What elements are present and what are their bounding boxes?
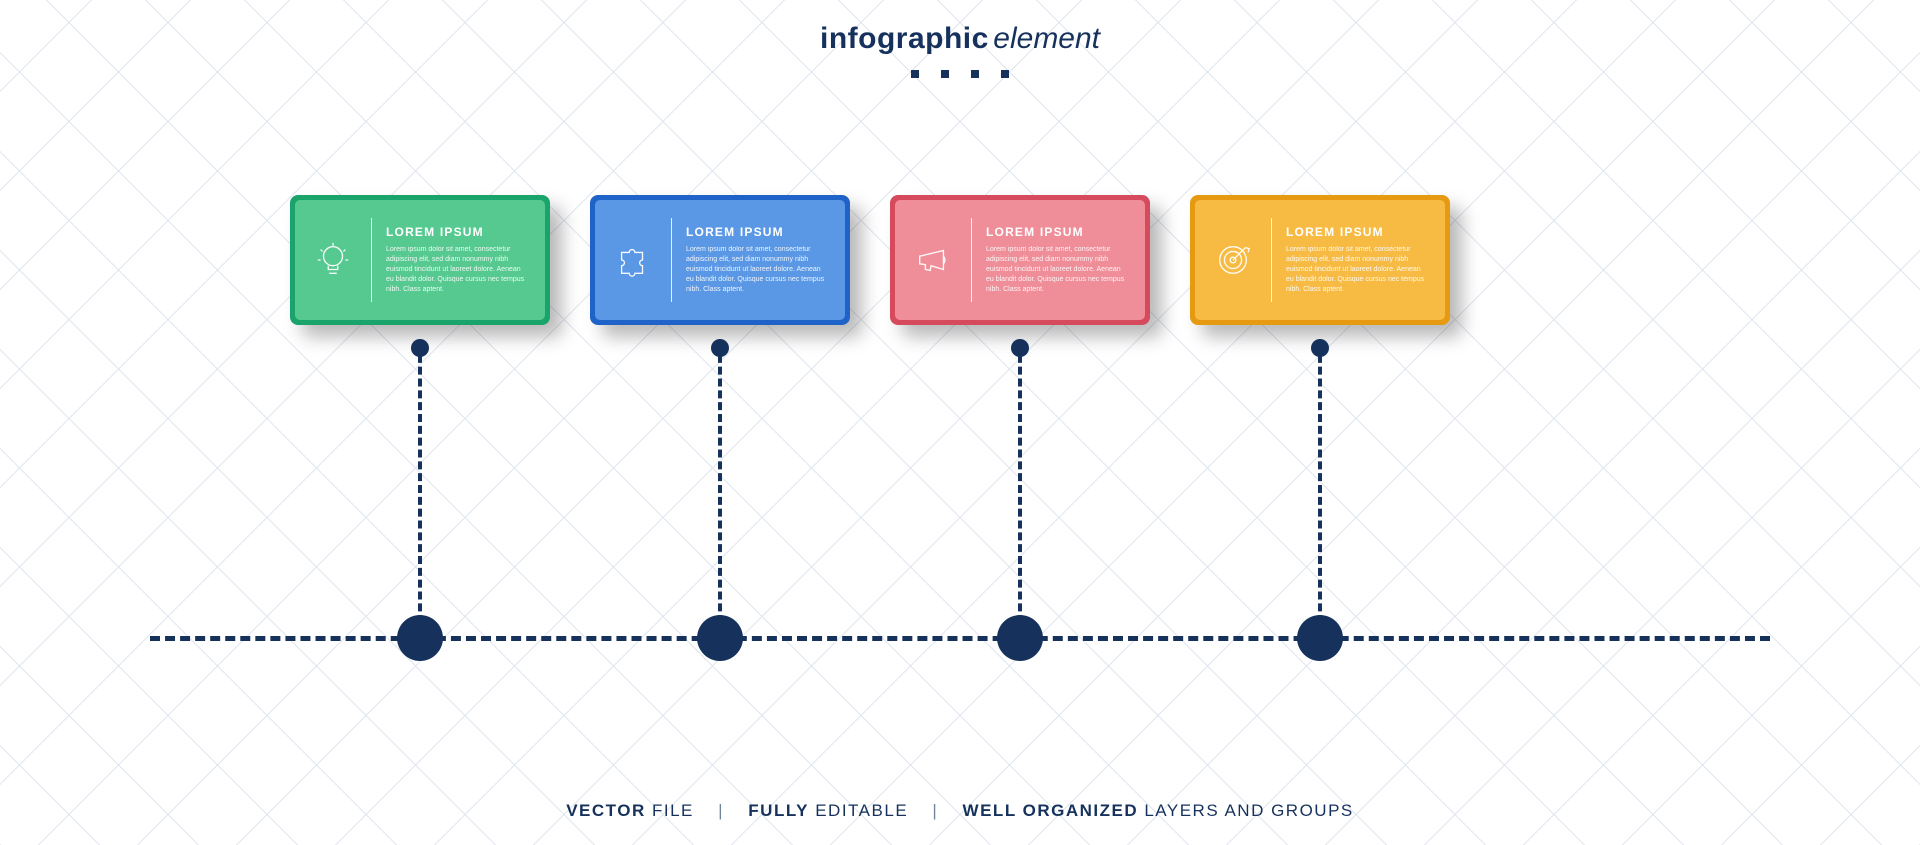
card-title: LOREM IPSUM: [986, 225, 1129, 239]
card-body: Lorem ipsum dolor sit amet, consectetur …: [986, 245, 1129, 296]
card-body: Lorem ipsum dolor sit amet, consectetur …: [686, 245, 829, 296]
footer-seg1-rest: FILE: [646, 801, 694, 820]
header-word-bold: infographic: [820, 22, 989, 55]
card-title: LOREM IPSUM: [686, 225, 829, 239]
timeline-column: LOREM IPSUM Lorem ipsum dolor sit amet, c…: [1190, 195, 1450, 325]
lightbulb-icon: [309, 241, 357, 279]
info-card: LOREM IPSUM Lorem ipsum dolor sit amet, c…: [1190, 195, 1450, 325]
card-body: Lorem ipsum dolor sit amet, consectetur …: [1286, 245, 1429, 296]
header: infographic element: [0, 22, 1920, 78]
card-divider: [971, 218, 972, 302]
footer-seg1-bold: VECTOR: [566, 801, 646, 820]
info-card: LOREM IPSUM Lorem ipsum dolor sit amet, c…: [590, 195, 850, 325]
target-icon: [1209, 241, 1257, 279]
card-title: LOREM IPSUM: [386, 225, 529, 239]
info-card-face: LOREM IPSUM Lorem ipsum dolor sit amet, c…: [1195, 200, 1445, 320]
card-divider: [671, 218, 672, 302]
info-card-face: LOREM IPSUM Lorem ipsum dolor sit amet, c…: [295, 200, 545, 320]
timeline: [150, 636, 1770, 641]
card-text: LOREM IPSUM Lorem ipsum dolor sit amet, c…: [386, 225, 529, 296]
header-dot: [1001, 70, 1009, 78]
header-dot: [911, 70, 919, 78]
connector-line: [418, 343, 422, 635]
footer-separator: |: [718, 801, 724, 820]
timeline-column: LOREM IPSUM Lorem ipsum dolor sit amet, c…: [890, 195, 1150, 325]
info-card-face: LOREM IPSUM Lorem ipsum dolor sit amet, c…: [895, 200, 1145, 320]
footer: VECTOR FILE | FULLY EDITABLE | WELL ORGA…: [0, 801, 1920, 821]
footer-seg3-bold: WELL ORGANIZED: [963, 801, 1139, 820]
info-card-face: LOREM IPSUM Lorem ipsum dolor sit amet, c…: [595, 200, 845, 320]
timeline-column: LOREM IPSUM Lorem ipsum dolor sit amet, c…: [290, 195, 550, 325]
card-body: Lorem ipsum dolor sit amet, consectetur …: [386, 245, 529, 296]
header-dots: [0, 70, 1920, 78]
header-word-italic: element: [993, 22, 1100, 55]
connector-line: [1018, 343, 1022, 635]
card-text: LOREM IPSUM Lorem ipsum dolor sit amet, c…: [986, 225, 1129, 296]
puzzle-icon: [609, 241, 657, 279]
card-text: LOREM IPSUM Lorem ipsum dolor sit amet, c…: [1286, 225, 1429, 296]
info-card: LOREM IPSUM Lorem ipsum dolor sit amet, c…: [890, 195, 1150, 325]
connector-line: [718, 343, 722, 635]
card-divider: [1271, 218, 1272, 302]
infographic-stage: infographic element LOREM IPSUM Lorem ips…: [0, 0, 1920, 845]
footer-seg2-rest: EDITABLE: [809, 801, 908, 820]
footer-seg2-bold: FULLY: [748, 801, 809, 820]
info-card: LOREM IPSUM Lorem ipsum dolor sit amet, c…: [290, 195, 550, 325]
header-dot: [971, 70, 979, 78]
connector-line: [1318, 343, 1322, 635]
timeline-column: LOREM IPSUM Lorem ipsum dolor sit amet, c…: [590, 195, 850, 325]
megaphone-icon: [909, 241, 957, 279]
card-divider: [371, 218, 372, 302]
footer-separator: |: [932, 801, 938, 820]
card-text: LOREM IPSUM Lorem ipsum dolor sit amet, c…: [686, 225, 829, 296]
card-title: LOREM IPSUM: [1286, 225, 1429, 239]
footer-seg3-rest: LAYERS AND GROUPS: [1138, 801, 1354, 820]
header-dot: [941, 70, 949, 78]
